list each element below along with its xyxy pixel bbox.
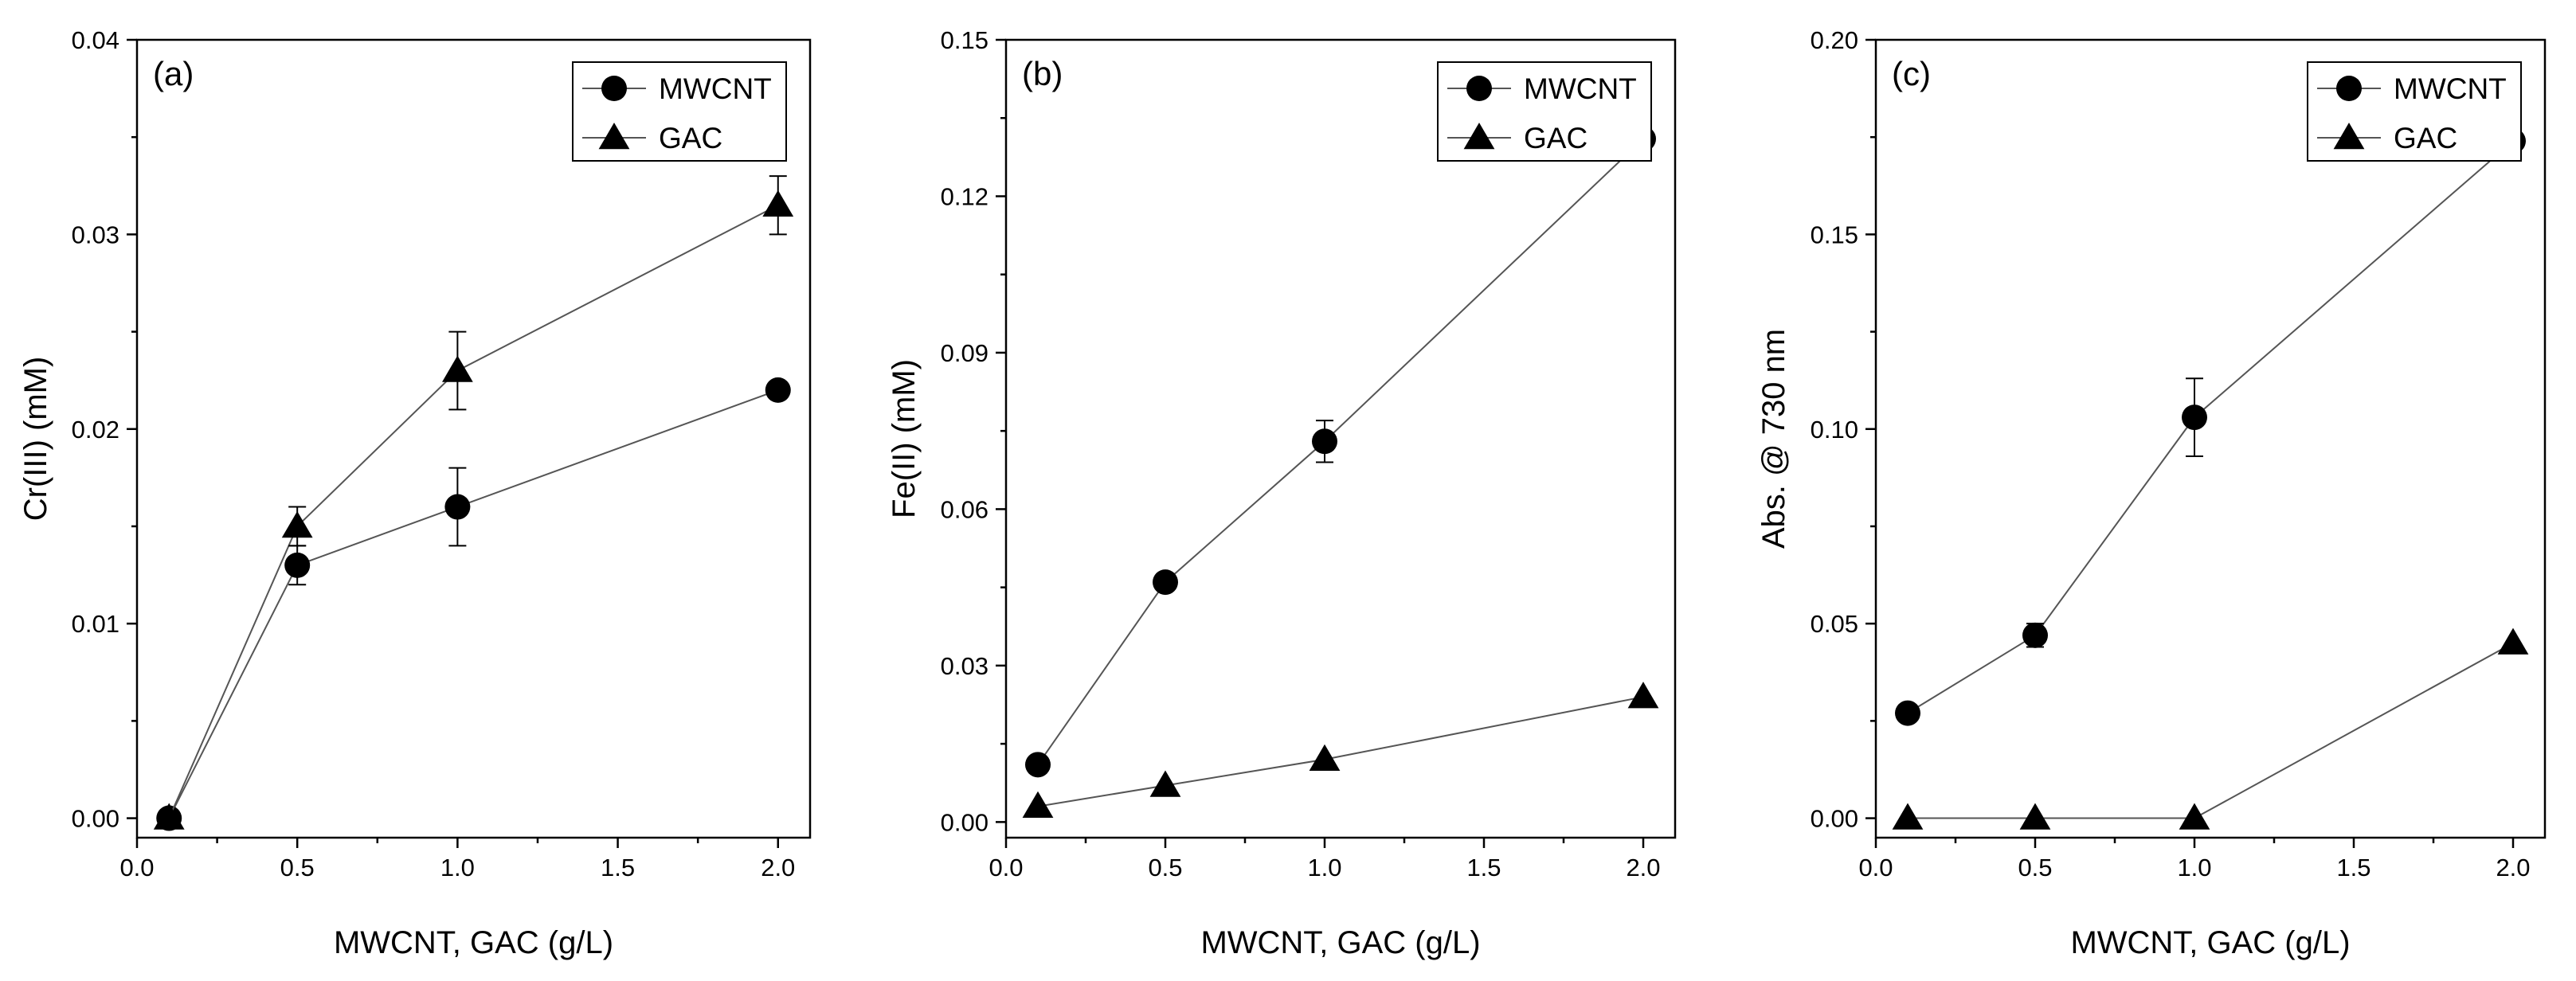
chart-panel-3: 0.0 0.5 1.0 1.5 2.0 0.00 0.05 0.10 0.15 0.20 MWCNT…: [1756, 26, 2547, 960]
y-tick-label: 0.12: [941, 182, 989, 210]
x-tick-label: 1.0: [1307, 854, 1341, 881]
data-point-mwcnt: [284, 552, 311, 578]
y-tick-label: 0.00: [1811, 805, 1858, 833]
x-tick-label: 2.0: [1626, 854, 1660, 881]
data-point-mwcnt: [1312, 428, 1337, 455]
x-tick-label: 1.5: [2336, 854, 2370, 881]
x-tick-label: 2.0: [761, 854, 795, 881]
x-tick-label: 1.5: [601, 854, 635, 881]
legend-marker-mwcnt: [2336, 76, 2362, 101]
data-point-gac: [1149, 770, 1181, 797]
data-point-gac: [762, 190, 794, 217]
y-tick-label: 0.10: [1811, 416, 1858, 444]
x-axis-title: MWCNT, GAC (g/L): [2070, 925, 2350, 960]
series-line-gac: [1037, 696, 1644, 807]
y-axis-title: Fe(II) (mM): [887, 359, 922, 518]
legend-label-mwcnt: MWCNT: [2394, 72, 2507, 105]
y-axis-title: Cr(III) (mM): [18, 357, 53, 522]
legend-label-mwcnt: MWCNT: [1524, 72, 1637, 105]
data-point-gac: [281, 510, 313, 538]
chart-panel-2: 0.0 0.5 1.0 1.5 2.0 0.00 0.03 0.06 0.09 0.12 0.15 M…: [887, 26, 1677, 960]
data-point-gac: [153, 803, 185, 830]
data-point-gac: [2497, 627, 2529, 655]
series-gac: [153, 175, 794, 830]
legend: MWCNT GAC: [572, 61, 787, 162]
series-gac: [1022, 682, 1659, 818]
panel-label: (b): [1022, 55, 1063, 92]
legend-marker-gac: [598, 123, 630, 150]
series-line-mwcnt: [1037, 138, 1644, 765]
series-mwcnt: [1025, 126, 1656, 778]
data-point-gac: [1022, 791, 1054, 818]
series-line-mwcnt: [1907, 140, 2514, 714]
legend-marker-gac: [2333, 123, 2365, 150]
data-point-mwcnt: [2022, 622, 2048, 648]
legend-label-gac: GAC: [659, 122, 722, 154]
data-point-gac: [1309, 744, 1341, 772]
data-point-gac: [1892, 803, 1924, 830]
data-point-gac: [1627, 682, 1659, 709]
y-tick-label: 0.20: [1811, 26, 1858, 54]
x-tick-label: 0.5: [1148, 854, 1182, 881]
legend-label-gac: GAC: [1524, 122, 1587, 154]
legend: MWCNT GAC: [1437, 61, 1652, 162]
x-tick-label: 0.5: [280, 854, 315, 881]
data-point-mwcnt: [1895, 700, 1920, 726]
y-tick-label: 0.05: [1811, 610, 1858, 638]
data-point-mwcnt: [1153, 569, 1178, 596]
data-point-mwcnt: [2182, 405, 2207, 431]
x-tick-label: 0.0: [989, 854, 1023, 881]
legend-label-gac: GAC: [2394, 122, 2457, 154]
x-axis-title: MWCNT, GAC (g/L): [334, 925, 613, 960]
series-line-gac: [168, 204, 779, 819]
panel-label: (c): [1892, 55, 1931, 92]
y-axis-title: Abs. @ 730 nm: [1756, 329, 1791, 549]
x-tick-label: 1.0: [2177, 854, 2211, 881]
x-axis-title: MWCNT, GAC (g/L): [1200, 925, 1480, 960]
x-tick-label: 1.5: [1466, 854, 1501, 881]
legend: MWCNT GAC: [2307, 61, 2522, 162]
y-tick-label: 0.00: [72, 805, 119, 833]
x-tick-label: 0.0: [119, 854, 154, 881]
data-point-gac: [2019, 803, 2051, 830]
y-tick-label: 0.06: [941, 495, 989, 523]
x-tick-label: 2.0: [2496, 854, 2530, 881]
plot-frame: [1874, 38, 2547, 839]
y-tick-label: 0.01: [72, 610, 119, 638]
x-tick-label: 0.5: [2018, 854, 2052, 881]
y-tick-label: 0.00: [941, 808, 989, 836]
series-gac: [1892, 627, 2529, 830]
series-mwcnt: [156, 377, 791, 831]
y-tick-label: 0.04: [72, 26, 119, 54]
y-tick-label: 0.09: [941, 339, 989, 367]
y-tick-label: 0.03: [72, 221, 119, 248]
series-mwcnt: [1895, 128, 2526, 726]
panel-label: (a): [153, 55, 194, 92]
data-point-mwcnt: [765, 377, 791, 403]
legend-marker-gac: [1463, 123, 1495, 150]
series-line-mwcnt: [168, 389, 779, 819]
chart-panel-1: 0.0 0.5 1.0 1.5 2.0 0.00 0.01 0.02 0.03 0.04 MWCNT…: [18, 26, 812, 960]
data-point-gac: [442, 355, 473, 382]
data-point-mwcnt: [1025, 752, 1051, 778]
data-point-mwcnt: [444, 494, 471, 520]
series-line-gac: [1908, 642, 2514, 819]
y-tick-label: 0.02: [72, 416, 119, 444]
legend-marker-mwcnt: [601, 76, 627, 101]
data-point-gac: [2179, 803, 2210, 830]
plot-frame: [1004, 38, 1677, 839]
y-tick-label: 0.15: [1811, 221, 1858, 248]
x-tick-label: 1.0: [440, 854, 475, 881]
y-tick-label: 0.03: [941, 652, 989, 680]
plot-frame: [135, 38, 812, 839]
x-tick-label: 0.0: [1858, 854, 1893, 881]
y-tick-label: 0.15: [941, 26, 989, 54]
legend-marker-mwcnt: [1466, 76, 1492, 101]
legend-label-mwcnt: MWCNT: [659, 72, 772, 105]
